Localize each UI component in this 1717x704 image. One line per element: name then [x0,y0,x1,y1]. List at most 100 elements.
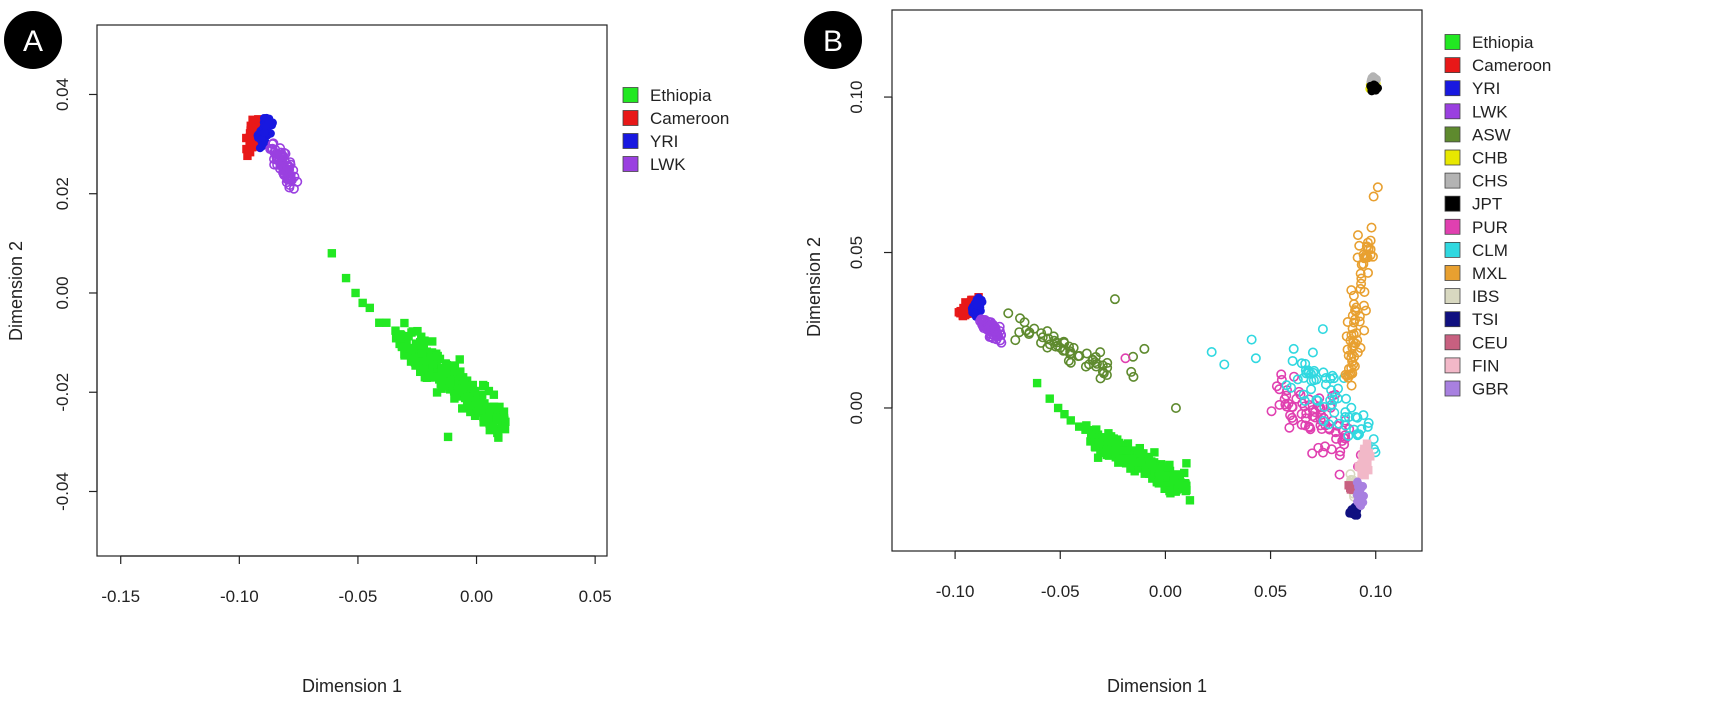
legend-swatch [622,156,639,172]
data-point [424,364,434,374]
data-point [327,249,337,258]
legend-label: Ethiopia [1472,33,1534,52]
data-point [1355,283,1366,294]
data-point [445,371,454,381]
data-point [1355,487,1364,496]
legend-swatch [1444,57,1461,73]
data-point [450,394,459,403]
legend-swatch [1444,265,1461,281]
data-point [1014,327,1025,338]
panel-a-letter: A [23,25,43,58]
data-point [1097,360,1108,371]
data-point [1334,469,1345,480]
data-point [1055,342,1066,353]
data-point [1366,222,1377,233]
legend-label: GBR [1472,380,1509,399]
legend-label: LWK [650,155,686,174]
data-point [422,356,431,365]
data-point [1161,472,1171,482]
data-point [1111,438,1121,448]
data-point [391,326,400,335]
panel-a-x-axis-title: Dimension 1 [302,676,402,696]
y-tick-label: 0.02 [53,177,72,210]
legend-label: PUR [1472,218,1508,237]
data-point [474,405,483,415]
panel-b: B -0.10 -0.05 0.00 0.05 0.10 0.00 0.05 0.10 Di… [804,9,1551,696]
data-point [1250,353,1261,364]
data-point [246,121,255,131]
data-point [397,342,407,352]
data-point [1307,347,1318,358]
data-point [1357,493,1366,503]
data-point [1120,353,1131,364]
data-point [413,326,422,336]
data-point [479,380,488,390]
data-point [1360,305,1371,316]
data-point [281,177,292,188]
data-point [1100,438,1109,447]
legend-item-ethiopia: Ethiopia [622,86,712,105]
data-point [1074,350,1085,361]
data-point [1333,418,1344,429]
data-point [1363,418,1374,429]
legend-swatch [1444,380,1461,397]
panel-b-x-axis-title: Dimension 1 [1107,676,1207,696]
data-point [1162,463,1172,472]
data-point [1292,374,1303,385]
legend-item-yri: YRI [622,132,678,151]
data-point [260,128,269,137]
data-point [495,402,504,412]
data-point [1311,394,1322,405]
data-point [480,399,489,408]
data-point [1285,410,1296,421]
legend-swatch [1444,241,1461,258]
series-yri [253,113,277,153]
data-point [1010,335,1021,346]
data-point [1120,454,1130,464]
data-point [1360,465,1369,474]
data-point [1042,326,1053,337]
data-point [403,343,413,353]
data-point [1206,347,1217,358]
legend-label: CHS [1472,172,1508,191]
data-point [1286,382,1297,393]
data-point [408,327,418,336]
data-point [1126,464,1135,473]
x-tick-label: 0.10 [1359,582,1392,601]
data-point [1352,230,1363,241]
data-point [437,384,446,393]
data-point [1356,278,1367,289]
data-point [1160,484,1169,493]
data-point [1351,302,1362,313]
series-clm [1206,324,1381,458]
data-point [1360,445,1370,455]
legend-swatch [622,133,639,149]
data-point [1323,419,1334,430]
data-point [382,318,391,327]
data-point [1323,423,1334,434]
data-point [1298,389,1309,400]
data-point [279,147,290,158]
data-point [1128,458,1137,467]
panel-a-legend: Ethiopia Cameroon YRI LWK [622,86,729,174]
legend-swatch [1444,195,1461,212]
data-point [965,299,974,308]
legend-label: YRI [650,132,678,151]
data-point [1117,446,1127,455]
data-point [442,361,452,370]
data-point [485,412,494,421]
panel-a: A -0.15 -0.10 -0.05 0.00 0.05 -0.04 -0.02 0.00… [4,11,729,696]
data-point [445,379,455,388]
data-point [1066,416,1075,425]
y-tick-label: -0.02 [53,373,72,412]
data-point [970,308,979,318]
data-point [1369,73,1379,82]
x-tick-label: -0.05 [1041,582,1080,601]
series-lwk [975,314,1007,348]
data-point [365,303,374,313]
data-point [1095,373,1106,384]
data-point [1345,509,1354,518]
data-point [468,380,478,390]
legend-item-lwk: LWK [1444,102,1508,121]
data-point [400,318,409,328]
